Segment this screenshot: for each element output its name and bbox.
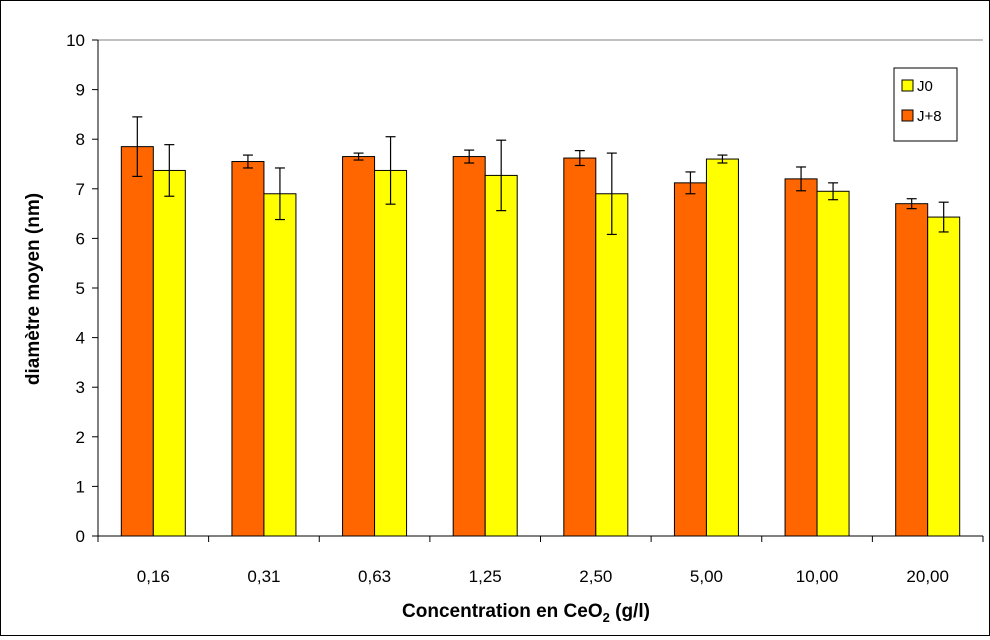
bar-J0-2: [374, 169, 408, 537]
y-tick-label: 1: [76, 477, 85, 496]
y-tick-label: 5: [76, 279, 85, 298]
bar-J0-3: [484, 174, 518, 537]
bar-J8-5: [673, 182, 707, 537]
bars-layer: [120, 116, 961, 537]
x-tick-label: 0,31: [247, 567, 280, 586]
y-axis-title: diamètre moyen (nm): [23, 193, 44, 385]
bar-J0-7: [927, 216, 961, 537]
bar-J8-4: [563, 157, 597, 537]
legend-swatch: [901, 79, 914, 92]
x-tick-label: 5,00: [690, 567, 723, 586]
y-tick-label: 3: [76, 378, 85, 397]
legend-label: J+8: [917, 108, 942, 125]
x-axis-title: Concentration en CeO2 (g/l): [402, 601, 650, 625]
bar-J8-6: [784, 178, 818, 537]
axes-layer: [92, 39, 984, 542]
y-tick-label: 10: [66, 31, 85, 50]
x-tick-label: 2,50: [579, 567, 612, 586]
x-tick-label: 20,00: [906, 567, 949, 586]
x-tick-label: 1,25: [469, 567, 502, 586]
y-tick-label: 7: [76, 180, 85, 199]
legend-swatch: [901, 109, 914, 122]
bar-J0-6: [816, 190, 850, 537]
y-tick-label: 4: [76, 329, 85, 348]
bar-J0-5: [705, 158, 739, 537]
legend: J0 J+8: [893, 67, 958, 142]
labels-layer: 0,16 0,31 0,63 1,25 2,50 5,00 10,00 20,00 0 1 2 3 4 5…: [66, 31, 949, 586]
bar-J0-4: [595, 193, 629, 537]
y-tick-label: 9: [76, 81, 85, 100]
bar-J8-7: [895, 203, 929, 537]
x-tick-label: 10,00: [796, 567, 839, 586]
bar-J8-2: [342, 156, 376, 537]
y-tick-label: 8: [76, 130, 85, 149]
bar-J8-1: [231, 161, 265, 537]
y-tick-label: 6: [76, 229, 85, 248]
x-tick-label: 0,63: [358, 567, 391, 586]
y-tick-label: 0: [76, 527, 85, 546]
bar-J8-0: [120, 146, 154, 537]
bar-J0-1: [263, 193, 297, 537]
y-tick-label: 2: [76, 428, 85, 447]
bar-J0-0: [152, 169, 186, 537]
legend-label: J0: [917, 78, 933, 95]
bar-J8-3: [452, 156, 486, 537]
x-tick-label: 0,16: [137, 567, 170, 586]
